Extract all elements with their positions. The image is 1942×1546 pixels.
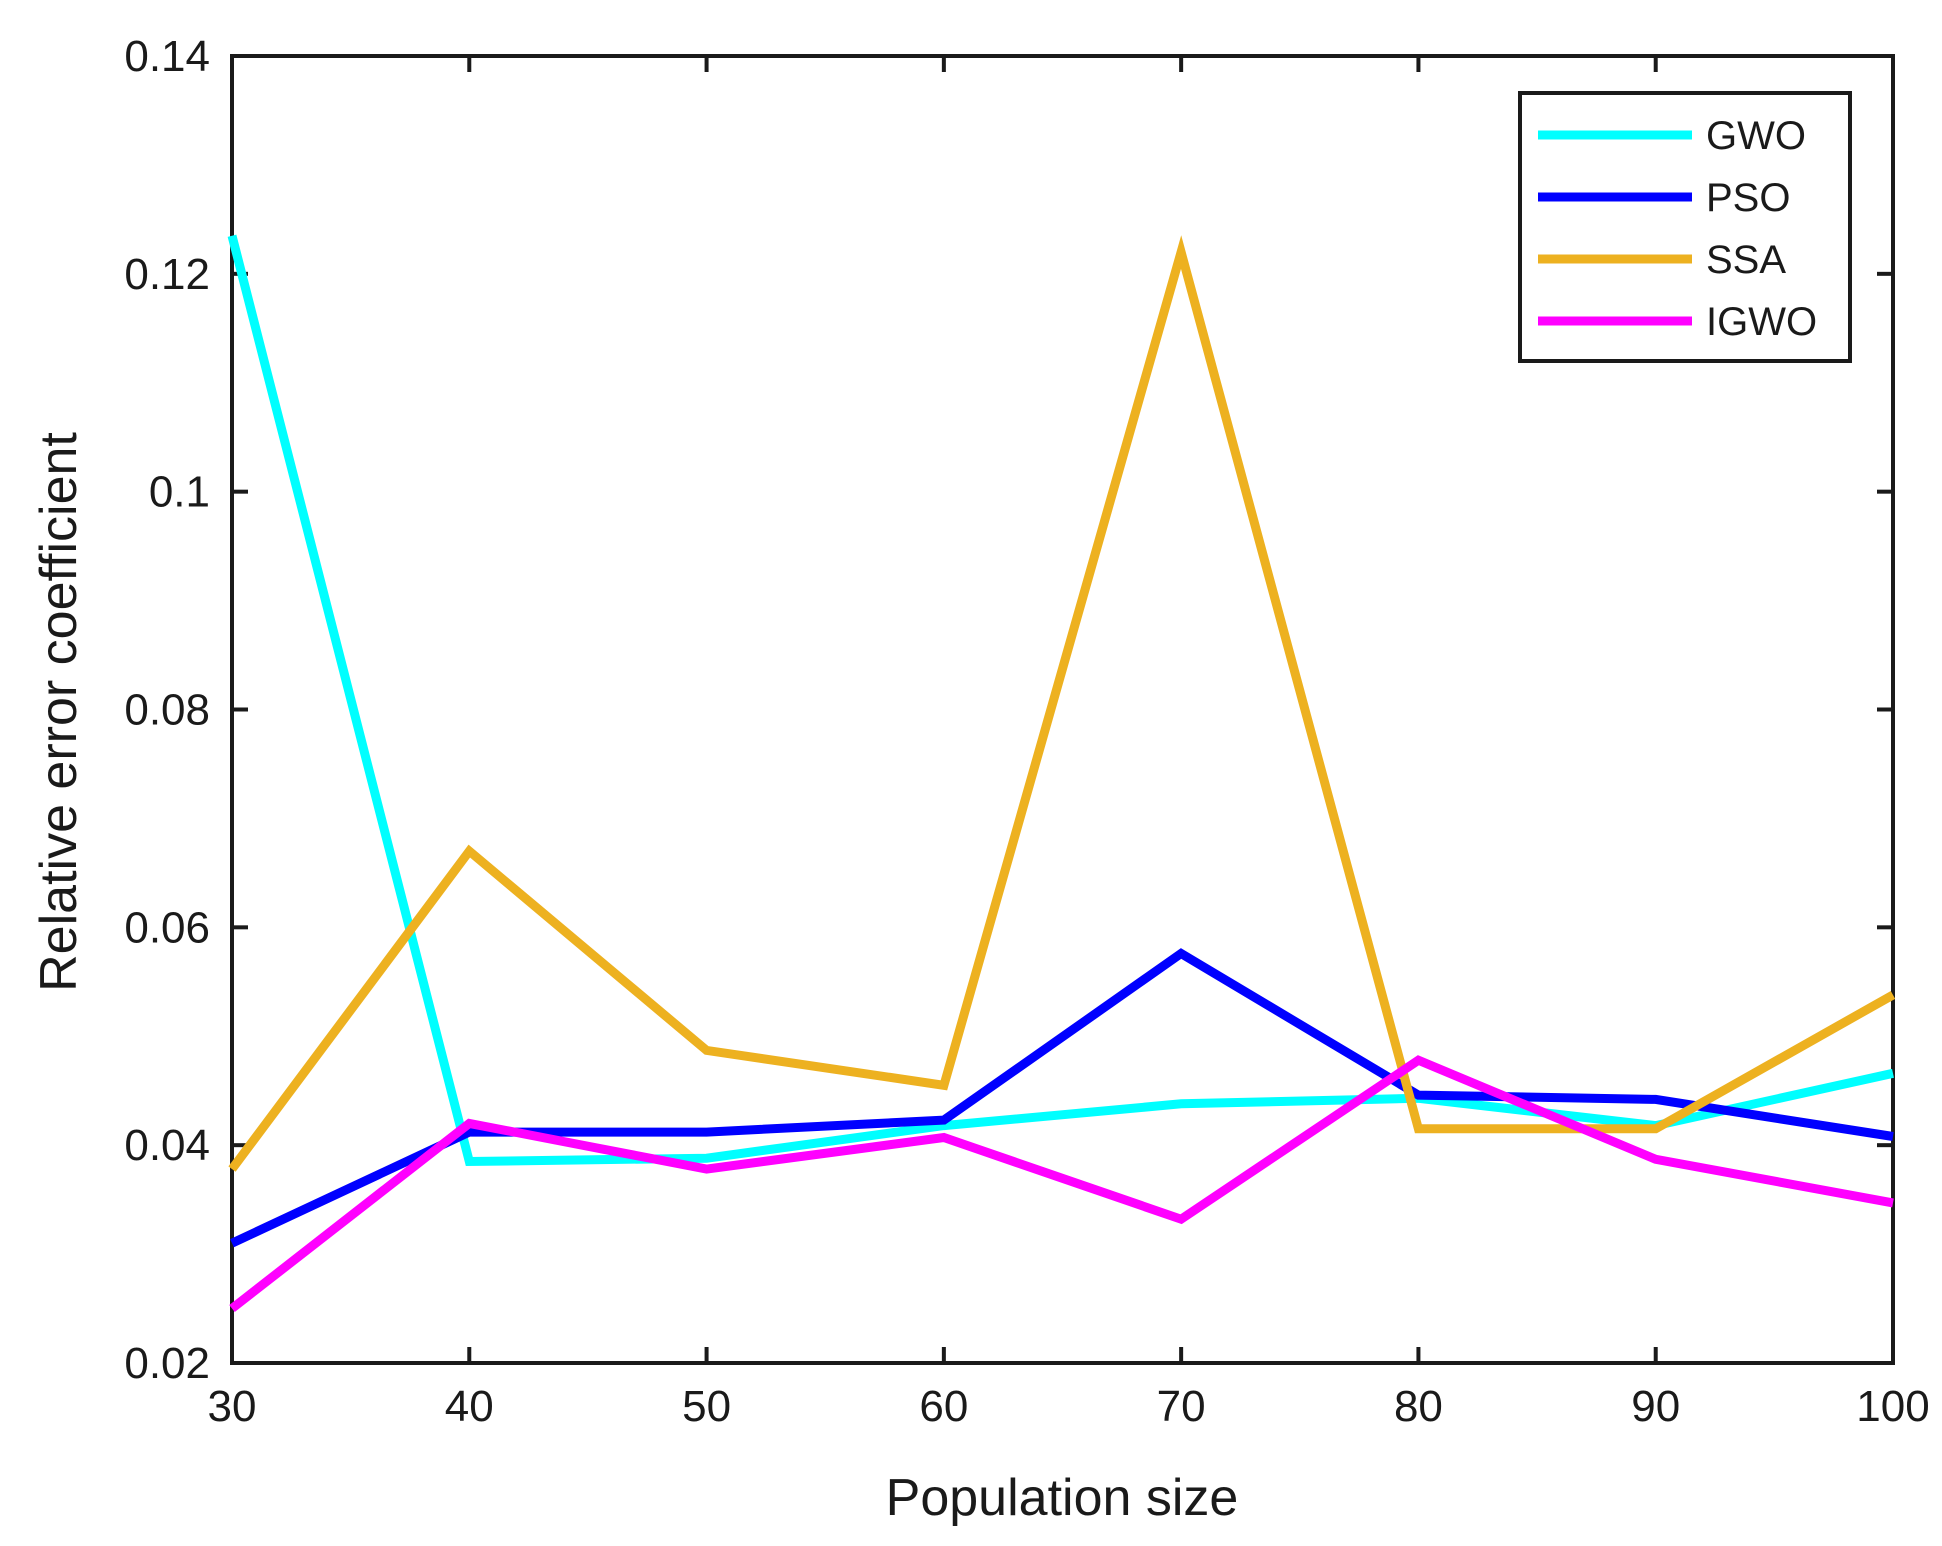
x-tick-label: 50 <box>682 1382 731 1431</box>
series-line-igwo <box>229 1055 1894 1313</box>
y-tick-label: 0.14 <box>124 32 210 81</box>
y-tick-label: 0.06 <box>124 903 210 952</box>
x-axis-title: Population size <box>886 1469 1239 1527</box>
x-tick-label: 30 <box>208 1382 257 1431</box>
x-tick-label: 60 <box>919 1382 968 1431</box>
y-tick-label: 0.02 <box>124 1339 210 1388</box>
x-tick-label: 40 <box>445 1382 494 1431</box>
legend-label-ssa: SSA <box>1706 238 1786 282</box>
legend: GWO PSO SSA IGWO <box>1518 91 1852 363</box>
y-tick-label: 0.04 <box>124 1121 210 1170</box>
series-line-ssa <box>228 235 1896 1172</box>
y-axis-title: Relative error coefficient <box>30 432 88 992</box>
x-tick-label: 90 <box>1631 1382 1680 1431</box>
x-tick-label: 80 <box>1394 1382 1443 1431</box>
y-tick-label: 0.12 <box>124 250 210 299</box>
y-tick-label: 0.08 <box>124 686 210 735</box>
x-tick-label: 70 <box>1157 1382 1206 1431</box>
legend-label-gwo: GWO <box>1706 114 1806 158</box>
series-lines <box>227 234 1896 1313</box>
x-tick-label: 100 <box>1856 1382 1929 1431</box>
legend-label-pso: PSO <box>1706 176 1790 220</box>
series-line-gwo <box>227 234 1894 1167</box>
legend-label-igwo: IGWO <box>1706 300 1817 344</box>
axis-ticks: 30 40 50 60 70 80 90 100 0.02 0.04 0.06 0.08 0.1 0.12… <box>124 32 1929 1431</box>
y-tick-label: 0.1 <box>149 468 210 517</box>
